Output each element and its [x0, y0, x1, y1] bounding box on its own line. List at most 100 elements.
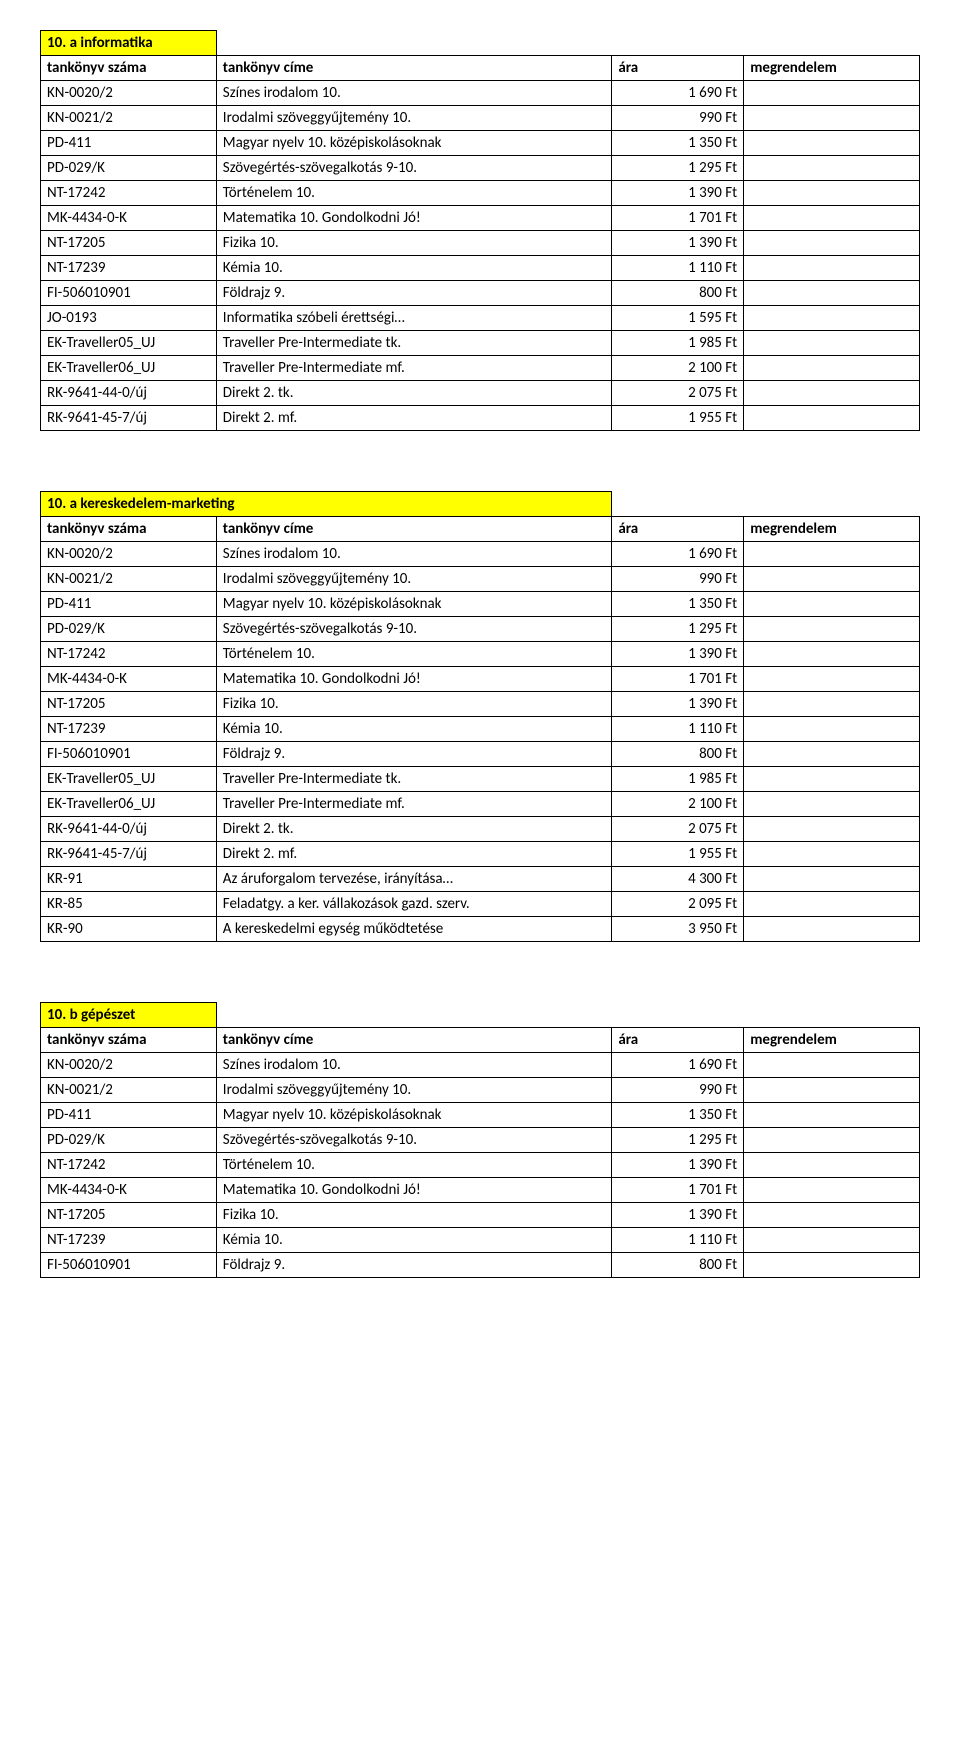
- cell-code: MK-4434-0-K: [41, 1178, 217, 1203]
- column-header-price: ára: [612, 56, 744, 81]
- cell-title: Fizika 10.: [216, 692, 612, 717]
- cell-price: 1 295 Ft: [612, 617, 744, 642]
- cell-price: 990 Ft: [612, 567, 744, 592]
- cell-title: Feladatgy. a ker. vállakozások gazd. sze…: [216, 892, 612, 917]
- empty-cell: [612, 492, 744, 517]
- section-title: 10. b gépészet: [41, 1003, 217, 1028]
- textbook-table: 10. a informatikatankönyv számatankönyv …: [40, 30, 920, 431]
- cell-order: [744, 542, 920, 567]
- table-row: RK-9641-44-0/újDirekt 2. tk.2 075 Ft: [41, 381, 920, 406]
- table-row: NT-17239Kémia 10.1 110 Ft: [41, 256, 920, 281]
- column-header-price: ára: [612, 1028, 744, 1053]
- cell-price: 800 Ft: [612, 742, 744, 767]
- cell-title: A kereskedelmi egység működtetése: [216, 917, 612, 942]
- cell-title: Matematika 10. Gondolkodni Jó!: [216, 1178, 612, 1203]
- table-row: EK-Traveller05_UJTraveller Pre-Intermedi…: [41, 767, 920, 792]
- cell-code: NT-17205: [41, 1203, 217, 1228]
- cell-price: 1 390 Ft: [612, 1203, 744, 1228]
- cell-title: Földrajz 9.: [216, 742, 612, 767]
- cell-title: Magyar nyelv 10. középiskolásoknak: [216, 131, 612, 156]
- cell-code: PD-411: [41, 131, 217, 156]
- cell-price: 800 Ft: [612, 1253, 744, 1278]
- table-row: MK-4434-0-KMatematika 10. Gondolkodni Jó…: [41, 206, 920, 231]
- cell-order: [744, 1203, 920, 1228]
- cell-price: 1 690 Ft: [612, 542, 744, 567]
- cell-code: FI-506010901: [41, 281, 217, 306]
- table-row: NT-17205Fizika 10.1 390 Ft: [41, 692, 920, 717]
- table-row: FI-506010901Földrajz 9.800 Ft: [41, 742, 920, 767]
- cell-title: Irodalmi szöveggyűjtemény 10.: [216, 106, 612, 131]
- cell-price: 1 350 Ft: [612, 592, 744, 617]
- cell-title: Színes irodalom 10.: [216, 1053, 612, 1078]
- document-root: 10. a informatikatankönyv számatankönyv …: [40, 30, 920, 1278]
- cell-price: 1 110 Ft: [612, 1228, 744, 1253]
- cell-order: [744, 642, 920, 667]
- cell-code: MK-4434-0-K: [41, 667, 217, 692]
- cell-order: [744, 406, 920, 431]
- empty-cell: [744, 1003, 920, 1028]
- table-header-row: tankönyv számatankönyv címeáramegrendele…: [41, 1028, 920, 1053]
- cell-order: [744, 692, 920, 717]
- cell-title: Színes irodalom 10.: [216, 542, 612, 567]
- cell-order: [744, 106, 920, 131]
- empty-cell: [612, 31, 744, 56]
- cell-price: 1 390 Ft: [612, 231, 744, 256]
- cell-code: PD-411: [41, 592, 217, 617]
- cell-code: PD-029/K: [41, 1128, 217, 1153]
- table-row: FI-506010901Földrajz 9.800 Ft: [41, 281, 920, 306]
- section: 10. a informatikatankönyv számatankönyv …: [40, 30, 920, 431]
- cell-price: 1 350 Ft: [612, 1103, 744, 1128]
- cell-title: Magyar nyelv 10. középiskolásoknak: [216, 592, 612, 617]
- cell-code: KN-0021/2: [41, 1078, 217, 1103]
- cell-order: [744, 356, 920, 381]
- cell-code: NT-17242: [41, 181, 217, 206]
- cell-order: [744, 306, 920, 331]
- table-row: MK-4434-0-KMatematika 10. Gondolkodni Jó…: [41, 1178, 920, 1203]
- cell-title: Földrajz 9.: [216, 1253, 612, 1278]
- cell-code: JO-0193: [41, 306, 217, 331]
- table-row: KN-0021/2Irodalmi szöveggyűjtemény 10.99…: [41, 567, 920, 592]
- cell-title: Informatika szóbeli érettségi…: [216, 306, 612, 331]
- cell-code: KN-0020/2: [41, 81, 217, 106]
- cell-code: KR-91: [41, 867, 217, 892]
- cell-title: Kémia 10.: [216, 1228, 612, 1253]
- textbook-table: 10. b gépészettankönyv számatankönyv cím…: [40, 1002, 920, 1278]
- table-row: RK-9641-44-0/újDirekt 2. tk.2 075 Ft: [41, 817, 920, 842]
- empty-cell: [744, 31, 920, 56]
- cell-price: 4 300 Ft: [612, 867, 744, 892]
- cell-title: Traveller Pre-Intermediate mf.: [216, 792, 612, 817]
- cell-price: 1 701 Ft: [612, 1178, 744, 1203]
- table-row: PD-411Magyar nyelv 10. középiskolásoknak…: [41, 131, 920, 156]
- cell-code: EK-Traveller05_UJ: [41, 767, 217, 792]
- section: 10. b gépészettankönyv számatankönyv cím…: [40, 1002, 920, 1278]
- cell-code: KN-0020/2: [41, 1053, 217, 1078]
- cell-price: 1 350 Ft: [612, 131, 744, 156]
- cell-title: Direkt 2. mf.: [216, 842, 612, 867]
- cell-order: [744, 131, 920, 156]
- cell-code: KN-0021/2: [41, 106, 217, 131]
- cell-code: KN-0021/2: [41, 567, 217, 592]
- cell-title: Színes irodalom 10.: [216, 81, 612, 106]
- cell-order: [744, 1228, 920, 1253]
- cell-price: 2 100 Ft: [612, 356, 744, 381]
- cell-price: 800 Ft: [612, 281, 744, 306]
- table-row: EK-Traveller05_UJTraveller Pre-Intermedi…: [41, 331, 920, 356]
- cell-title: Matematika 10. Gondolkodni Jó!: [216, 206, 612, 231]
- cell-price: 2 095 Ft: [612, 892, 744, 917]
- cell-title: Traveller Pre-Intermediate tk.: [216, 767, 612, 792]
- cell-code: RK-9641-45-7/új: [41, 842, 217, 867]
- cell-price: 1 110 Ft: [612, 256, 744, 281]
- cell-price: 1 390 Ft: [612, 692, 744, 717]
- cell-order: [744, 892, 920, 917]
- column-header-price: ára: [612, 517, 744, 542]
- cell-price: 1 690 Ft: [612, 81, 744, 106]
- empty-cell: [216, 1003, 612, 1028]
- cell-code: NT-17239: [41, 717, 217, 742]
- cell-title: Irodalmi szöveggyűjtemény 10.: [216, 567, 612, 592]
- table-row: PD-029/KSzövegértés-szövegalkotás 9-10.1…: [41, 1128, 920, 1153]
- cell-code: FI-506010901: [41, 742, 217, 767]
- cell-code: EK-Traveller06_UJ: [41, 356, 217, 381]
- table-row: EK-Traveller06_UJTraveller Pre-Intermedi…: [41, 356, 920, 381]
- cell-code: EK-Traveller06_UJ: [41, 792, 217, 817]
- table-row: NT-17242Történelem 10.1 390 Ft: [41, 1153, 920, 1178]
